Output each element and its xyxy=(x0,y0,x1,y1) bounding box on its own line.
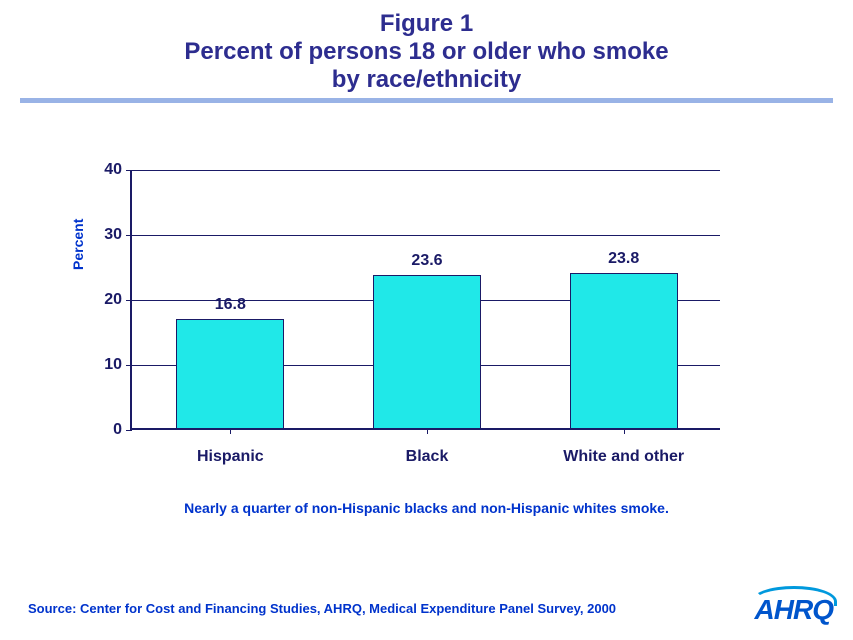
y-tick-mark xyxy=(126,430,132,431)
bar: 23.8 xyxy=(570,273,678,428)
logo-arc-icon xyxy=(751,586,838,606)
y-tick-label: 0 xyxy=(113,421,122,439)
source-attribution: Source: Center for Cost and Financing St… xyxy=(28,601,616,616)
y-tick-mark xyxy=(126,235,132,236)
y-tick-mark xyxy=(126,170,132,171)
y-tick-label: 10 xyxy=(104,356,122,374)
y-tick-mark xyxy=(126,365,132,366)
bar-value-label: 23.6 xyxy=(411,252,442,270)
x-tick-mark xyxy=(624,428,625,434)
x-tick-label: Black xyxy=(406,448,449,466)
bar-chart: 01020304016.8Hispanic23.6Black23.8White … xyxy=(130,170,720,430)
title-line-3: by race/ethnicity xyxy=(0,66,853,94)
title-line-1: Figure 1 xyxy=(0,10,853,38)
y-axis-label: Percent xyxy=(70,219,86,270)
title-line-2: Percent of persons 18 or older who smoke xyxy=(0,38,853,66)
title-underline xyxy=(20,98,833,103)
x-tick-mark xyxy=(230,428,231,434)
plot-area: 01020304016.8Hispanic23.6Black23.8White … xyxy=(130,170,720,430)
x-tick-label: Hispanic xyxy=(197,448,264,466)
gridline xyxy=(132,235,720,236)
title-block: Figure 1 Percent of persons 18 or older … xyxy=(0,0,853,94)
bar: 16.8 xyxy=(176,319,284,428)
y-tick-mark xyxy=(126,300,132,301)
y-tick-label: 20 xyxy=(104,291,122,309)
chart-caption: Nearly a quarter of non-Hispanic blacks … xyxy=(0,500,853,516)
x-tick-mark xyxy=(427,428,428,434)
gridline xyxy=(132,170,720,171)
bar-value-label: 16.8 xyxy=(215,296,246,314)
x-tick-label: White and other xyxy=(563,448,684,466)
bar-value-label: 23.8 xyxy=(608,250,639,268)
ahrq-logo: AHRQ xyxy=(755,594,833,626)
y-tick-label: 40 xyxy=(104,161,122,179)
bar: 23.6 xyxy=(373,275,481,428)
y-tick-label: 30 xyxy=(104,226,122,244)
